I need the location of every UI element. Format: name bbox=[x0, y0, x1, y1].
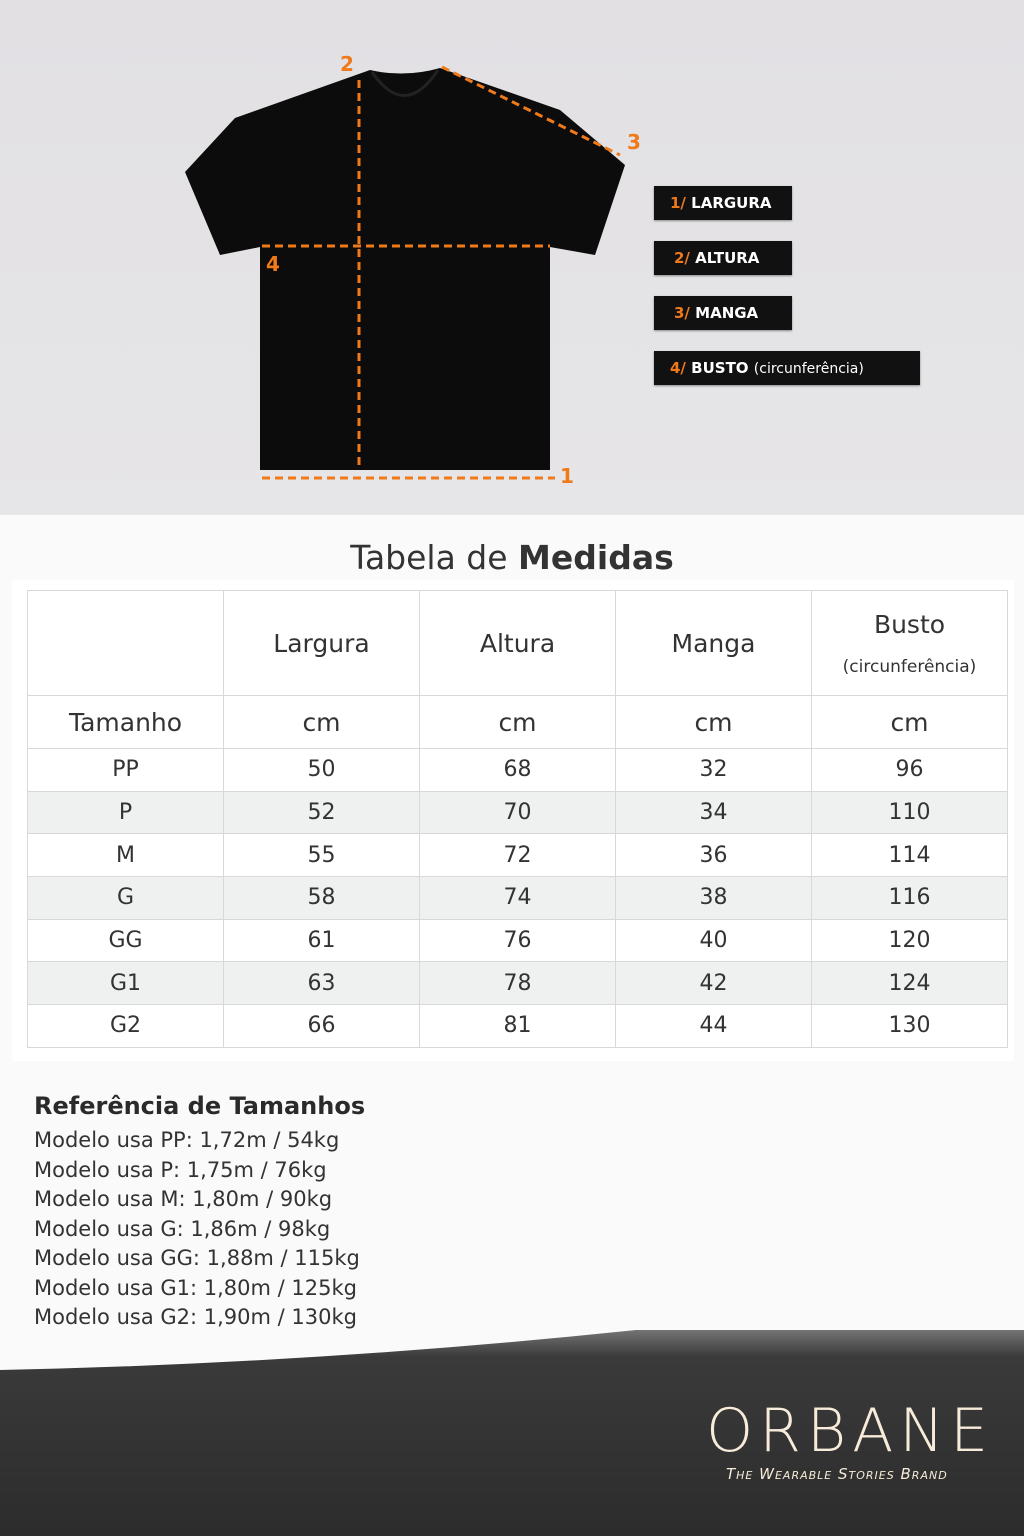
table-cell: 96 bbox=[811, 748, 1008, 792]
table-cell: P bbox=[27, 790, 224, 835]
size-table: Largura Altura Manga Busto (circunferênci… bbox=[27, 590, 1008, 1048]
table-cell: 58 bbox=[223, 876, 420, 920]
table-cell: 66 bbox=[223, 1004, 420, 1048]
reference-item: Modelo usa M: 1,80m / 90kg bbox=[34, 1187, 333, 1211]
brand-slogan: The Wearable Stories Brand bbox=[726, 1465, 948, 1483]
legend-largura: 1/ LARGURA bbox=[654, 186, 792, 220]
unit-cell: cm bbox=[223, 695, 420, 749]
unit-cell: cm bbox=[811, 695, 1008, 749]
reference-item: Modelo usa PP: 1,72m / 54kg bbox=[34, 1128, 340, 1152]
table-cell: G bbox=[27, 876, 224, 920]
table-row: M 55 72 36 114 bbox=[27, 833, 1008, 878]
table-cell: M bbox=[27, 833, 224, 878]
reference-item: Modelo usa P: 1,75m / 76kg bbox=[34, 1157, 327, 1182]
table-cell: 63 bbox=[223, 961, 420, 1006]
table-cell: 38 bbox=[615, 876, 812, 920]
size-reference: Referência de Tamanhos Modelo usa PP: 1,… bbox=[34, 1092, 365, 1333]
table-cell: 124 bbox=[811, 961, 1008, 1006]
unit-cell: Tamanho bbox=[27, 695, 224, 749]
marker-4: 4 bbox=[266, 252, 280, 276]
table-cell: 61 bbox=[223, 918, 420, 963]
table-cell: G2 bbox=[27, 1004, 224, 1048]
table-cell: G1 bbox=[27, 961, 224, 1006]
legend-busto: 4/ BUSTO (circunferência) bbox=[654, 351, 920, 385]
header-cell: Altura bbox=[419, 590, 616, 696]
table-cell: 50 bbox=[223, 748, 420, 792]
header-cell: Largura bbox=[223, 590, 420, 696]
table-cell: 110 bbox=[811, 790, 1008, 835]
table-cell: 44 bbox=[615, 1004, 812, 1048]
table-cell: 34 bbox=[615, 790, 812, 835]
table-row: G2 66 81 44 130 bbox=[27, 1004, 1008, 1048]
table-cell: 130 bbox=[811, 1004, 1008, 1048]
table-cell: PP bbox=[27, 748, 224, 792]
table-cell: 70 bbox=[419, 790, 616, 835]
table-cell: 116 bbox=[811, 876, 1008, 920]
marker-2: 2 bbox=[340, 52, 354, 76]
unit-cell: cm bbox=[419, 695, 616, 749]
table-cell: 81 bbox=[419, 1004, 616, 1048]
table-row: GG 61 76 40 120 bbox=[27, 918, 1008, 963]
unit-cell: cm bbox=[615, 695, 812, 749]
reference-title: Referência de Tamanhos bbox=[34, 1092, 366, 1120]
brand-logo: ORBANE bbox=[706, 1396, 995, 1466]
footer bbox=[0, 1280, 1024, 1536]
table-cell: 55 bbox=[223, 833, 420, 878]
table-cell: 32 bbox=[615, 748, 812, 792]
header-cell: Manga bbox=[615, 590, 812, 696]
table-cell: 68 bbox=[419, 748, 616, 792]
table-cell: 72 bbox=[419, 833, 616, 878]
table-cell: 78 bbox=[419, 961, 616, 1006]
table-cell: 74 bbox=[419, 876, 616, 920]
reference-item: Modelo usa G1: 1,80m / 125kg bbox=[34, 1275, 357, 1300]
reference-item: Modelo usa G: 1,86m / 98kg bbox=[34, 1216, 331, 1241]
table-cell: 40 bbox=[615, 918, 812, 963]
table-title: Tabela de Medidas bbox=[350, 538, 674, 577]
table-cell: 76 bbox=[419, 918, 616, 963]
shirt-diagram-section: 2 3 4 1 1/ LARGURA 2/ ALTURA 3/ MANGA 4/… bbox=[0, 0, 1024, 515]
header-row: Largura Altura Manga Busto (circunferênci… bbox=[27, 590, 1008, 696]
marker-3: 3 bbox=[627, 130, 641, 154]
table-row: G 58 74 38 116 bbox=[27, 876, 1008, 920]
legend-altura: 2/ ALTURA bbox=[654, 241, 792, 275]
table-row: PP 50 68 32 96 bbox=[27, 748, 1008, 792]
table-row: P 52 70 34 110 bbox=[27, 790, 1008, 835]
tshirt-illustration bbox=[185, 65, 625, 480]
reference-item: Modelo usa G2: 1,90m / 130kg bbox=[34, 1305, 357, 1329]
legend-manga: 3/ MANGA bbox=[654, 296, 792, 330]
table-cell: 120 bbox=[811, 918, 1008, 963]
table-cell: 36 bbox=[615, 833, 812, 878]
table-cell: 42 bbox=[615, 961, 812, 1006]
table-row: G1 63 78 42 124 bbox=[27, 961, 1008, 1006]
units-row: Tamanho cm cm cm cm bbox=[27, 695, 1008, 749]
table-cell: 114 bbox=[811, 833, 1008, 878]
table-cell: GG bbox=[27, 918, 224, 963]
header-cell bbox=[27, 590, 224, 696]
header-cell-busto: Busto (circunferência) bbox=[811, 590, 1008, 696]
reference-item: Modelo usa GG: 1,88m / 115kg bbox=[34, 1246, 360, 1270]
marker-1: 1 bbox=[560, 464, 574, 488]
table-cell: 52 bbox=[223, 790, 420, 835]
